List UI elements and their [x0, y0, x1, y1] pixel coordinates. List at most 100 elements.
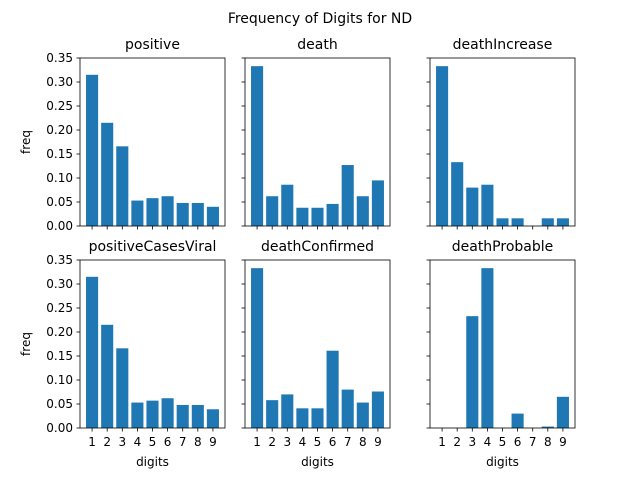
- x-tick-label: 4: [299, 435, 307, 449]
- y-tick-label: 0.00: [46, 421, 73, 435]
- x-tick-label: 5: [314, 435, 322, 449]
- bar-digit-7: [176, 404, 189, 428]
- x-tick-label: 8: [194, 435, 202, 449]
- y-tick-label: 0.05: [46, 397, 73, 411]
- y-tick-label: 0.05: [46, 195, 73, 209]
- subplot-grid: positive 0.00 0.05 0.10 0.15 0.20 0.25 0.30 0.35…: [19, 37, 576, 469]
- bar-digit-6: [511, 218, 524, 226]
- bar-digit-1: [436, 66, 449, 226]
- x-tick-label: 9: [374, 435, 382, 449]
- bar-digit-2: [266, 196, 279, 226]
- bar-digit-4: [296, 207, 309, 226]
- y-tick-label: 0.15: [46, 147, 73, 161]
- x-tick-label: 3: [283, 435, 291, 449]
- subplot-1: positive 0.00 0.05 0.10 0.15 0.20 0.25 0.30 0.35…: [19, 37, 226, 233]
- subplot-4: positiveCasesViral 0.00 0.05 0.10 0.15 0.20 0.…: [19, 239, 226, 469]
- bar-digit-2: [101, 324, 114, 428]
- x-tick-label: 1: [88, 435, 96, 449]
- x-tick-label: 4: [484, 435, 492, 449]
- subplot-6: deathProbable 1 2 3 4 5 6 7 8 9 digits: [426, 239, 576, 469]
- bar-digit-2: [101, 122, 114, 226]
- bar-digit-9: [556, 396, 569, 428]
- x-tick-label: 6: [514, 435, 522, 449]
- x-axis-label: digits: [486, 455, 519, 469]
- y-tick-label: 0.30: [46, 277, 73, 291]
- bar-digit-6: [161, 398, 174, 428]
- x-tick-label: 6: [164, 435, 172, 449]
- bar-digit-9: [371, 391, 384, 428]
- bar-digit-4: [131, 200, 144, 226]
- y-axis-label: freq: [19, 130, 33, 154]
- bar-digit-6: [511, 413, 524, 428]
- y-tick-label: 0.00: [46, 219, 73, 233]
- bar-digit-8: [541, 218, 554, 226]
- bar-digit-4: [481, 268, 494, 428]
- x-tick-label: 7: [179, 435, 187, 449]
- bar-digit-1: [251, 268, 264, 428]
- y-tick-label: 0.30: [46, 75, 73, 89]
- x-tick-label: 6: [329, 435, 337, 449]
- bar-digit-1: [86, 74, 99, 226]
- bar-digit-9: [206, 206, 219, 226]
- x-tick-label: 9: [559, 435, 567, 449]
- subplot-title: death: [297, 37, 337, 53]
- bar-digit-4: [481, 184, 494, 226]
- y-tick-label: 0.15: [46, 349, 73, 363]
- x-tick-label: 4: [134, 435, 142, 449]
- bar-digit-6: [326, 203, 339, 226]
- x-tick-label: 5: [499, 435, 507, 449]
- x-tick-label: 9: [209, 435, 217, 449]
- bar-digit-1: [86, 276, 99, 428]
- bar-digit-2: [451, 162, 464, 226]
- bar-digit-8: [191, 202, 204, 226]
- bar-digit-5: [496, 218, 509, 226]
- x-tick-label: 2: [103, 435, 111, 449]
- x-axis-label: digits: [136, 455, 169, 469]
- y-tick-label: 0.20: [46, 123, 73, 137]
- subplot-2: death: [241, 37, 391, 230]
- y-tick-label: 0.10: [46, 373, 73, 387]
- bar-digit-8: [356, 196, 369, 226]
- x-tick-label: 7: [344, 435, 352, 449]
- bar-digit-9: [371, 180, 384, 226]
- bar-digit-3: [116, 146, 129, 226]
- subplot-title: positiveCasesViral: [89, 239, 217, 255]
- bar-digit-3: [281, 184, 294, 226]
- bar-digit-7: [341, 165, 354, 226]
- bar-digit-9: [556, 218, 569, 226]
- subplot-3: deathIncrease: [426, 37, 576, 230]
- x-tick-label: 3: [468, 435, 476, 449]
- figure-title: Frequency of Digits for ND: [228, 11, 412, 27]
- x-tick-label: 1: [253, 435, 261, 449]
- subplot-title: deathConfirmed: [261, 239, 374, 255]
- x-tick-label: 7: [529, 435, 537, 449]
- x-tick-label: 2: [268, 435, 276, 449]
- y-tick-label: 0.20: [46, 325, 73, 339]
- bar-digit-8: [356, 402, 369, 428]
- bar-digit-3: [466, 316, 479, 428]
- bar-digit-5: [311, 207, 324, 226]
- y-tick-label: 0.25: [46, 301, 73, 315]
- bar-digit-3: [466, 187, 479, 226]
- y-tick-label: 0.35: [46, 253, 73, 267]
- y-tick-label: 0.25: [46, 99, 73, 113]
- bar-digit-7: [341, 389, 354, 428]
- bar-digit-7: [176, 202, 189, 226]
- x-tick-label: 5: [149, 435, 157, 449]
- bar-digit-1: [251, 66, 264, 226]
- bar-digit-4: [296, 408, 309, 428]
- y-axis-label: freq: [19, 332, 33, 356]
- bar-digit-6: [326, 350, 339, 428]
- bar-digit-3: [281, 394, 294, 428]
- subplot-title: deathProbable: [452, 239, 554, 255]
- y-tick-label: 0.10: [46, 171, 73, 185]
- x-tick-label: 3: [118, 435, 126, 449]
- bar-digit-8: [191, 404, 204, 428]
- bar-digit-8: [541, 426, 554, 428]
- y-tick-label: 0.35: [46, 51, 73, 65]
- x-tick-label: 8: [544, 435, 552, 449]
- bar-digit-5: [146, 400, 159, 428]
- bar-digit-2: [266, 400, 279, 428]
- x-tick-label: 2: [453, 435, 461, 449]
- subplot-5: deathConfirmed 1 2 3 4 5 6 7 8 9 digits: [241, 239, 391, 469]
